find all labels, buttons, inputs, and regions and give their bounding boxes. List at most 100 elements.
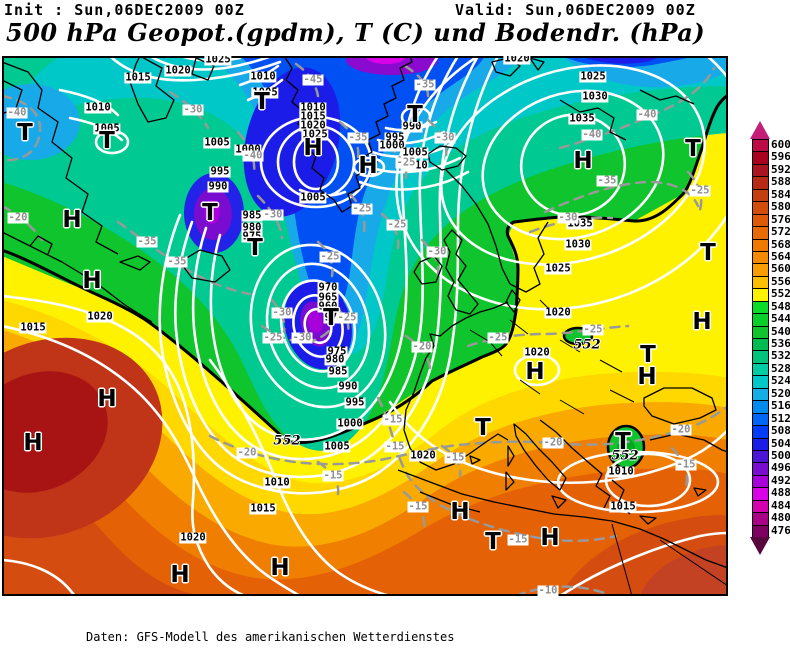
colorbar-value: 504 (771, 436, 790, 450)
isotherm-label: -30 (271, 306, 293, 319)
isobar-label: 1010 (263, 476, 291, 489)
isobar-label: 1005 (93, 122, 121, 135)
map-label-layer: 1025 1020 1015 1010 1005 1010 1005 1010 1015 1020… (2, 56, 728, 596)
isotherm-label: -30 (434, 131, 456, 144)
isotherm-label: -25 (319, 250, 341, 263)
colorbar-value: 572 (771, 225, 790, 239)
colorbar-labels: 600 596 592 588 584 580 576 572 568 564 560 556 552 5… (771, 138, 790, 537)
colorbar-value: 496 (771, 461, 790, 475)
isobar-label: 1005 (203, 136, 231, 149)
isotherm-label: -25 (395, 156, 417, 169)
map-credits: Daten: GFS-Modell des amerikanischen Wet… (86, 600, 454, 648)
isotherm-label: -35 (347, 131, 369, 144)
pressure-center-letter: H (97, 386, 117, 412)
colorbar-value: 516 (771, 399, 790, 413)
isobar-label: 1030 (564, 238, 592, 251)
colorbar-value: 476 (771, 523, 790, 537)
colorbar-value: 536 (771, 337, 790, 350)
isotherm-label: -30 (262, 208, 284, 221)
isotherm-label: -25 (262, 331, 284, 344)
isobar-label: 995 (384, 131, 406, 144)
pressure-center-letter: T (700, 240, 716, 266)
geopotential-552-label: 552 (611, 448, 639, 464)
valid-time-label: Valid: Sun,06DEC2009 00Z (455, 1, 696, 19)
isotherm-label: -15 (407, 500, 429, 513)
pressure-center-letter: H (270, 555, 290, 581)
colorbar-value: 596 (771, 150, 790, 164)
colorbar-value: 544 (771, 312, 790, 326)
isobar-label: 1005 (251, 86, 279, 99)
colorbar-value: 480 (771, 511, 790, 525)
colorbar-swatch-548 (753, 301, 768, 315)
isobar-label: 970 (317, 281, 339, 294)
pressure-center-letter: T (407, 102, 423, 128)
pressure-center-letter: T (685, 136, 701, 162)
init-time-label: Init : Sun,06DEC2009 00Z (4, 1, 245, 19)
isotherm-label: -25 (386, 218, 408, 231)
colorbar-swatch-544 (753, 314, 768, 327)
isobar-label: 1015 (609, 500, 637, 513)
isobar-label: 980 (324, 353, 346, 366)
isotherm-label: -35 (166, 255, 188, 268)
isobar-label: 1020 (179, 531, 207, 544)
isobar-label: 995 (209, 165, 231, 178)
isotherm-label: -35 (136, 235, 158, 248)
colorbar-swatch-500 (753, 450, 768, 464)
pressure-center-letter: H (450, 499, 470, 525)
isotherm-label: -30 (557, 211, 579, 224)
pressure-center-letter: H (303, 135, 323, 161)
colorbar-swatch-552 (753, 289, 768, 302)
colorbar-value: 528 (771, 361, 790, 375)
colorbar-value: 556 (771, 274, 790, 288)
colorbar-swatch-480 (753, 513, 768, 526)
colorbar-swatch-516 (753, 401, 768, 414)
colorbar-swatch-584 (753, 189, 768, 203)
colorbar-swatch-520 (753, 388, 768, 402)
isotherm-label: -30 (182, 103, 204, 116)
isotherm-label: -15 (675, 458, 697, 471)
pressure-center-letter: H (62, 207, 82, 233)
isobar-label: 1020 (164, 64, 192, 77)
colorbar-swatch-588 (753, 177, 768, 190)
isobar-label: 1020 (409, 449, 437, 462)
pressure-center-letter: H (23, 430, 43, 456)
colorbar-swatch-536 (753, 339, 768, 352)
isotherm-label: -10 (537, 584, 559, 596)
colorbar-value: 560 (771, 262, 790, 276)
isotherm-label: -15 (507, 533, 529, 546)
isotherm-label: -25 (351, 202, 373, 215)
colorbar-swatch-540 (753, 326, 768, 339)
isobar-label: 1000 (336, 417, 364, 430)
isotherm-label: -25 (689, 184, 711, 197)
isobar-label: 975 (241, 230, 263, 243)
isobar-label: 975 (323, 311, 345, 324)
isobar-label: 975 (326, 345, 348, 358)
pressure-center-letter: T (323, 305, 339, 331)
colorbar-swatch-556 (753, 276, 768, 290)
isobar-label: 1005 (401, 146, 429, 159)
isobar-label: 1020 (544, 306, 572, 319)
isotherm-label: -15 (444, 451, 466, 464)
colorbar-swatch-488 (753, 488, 768, 501)
colorbar-swatch-580 (753, 202, 768, 215)
pressure-center-letter: H (540, 525, 560, 551)
pressure-center-letter: H (525, 359, 545, 385)
colorbar-swatch-532 (753, 351, 768, 364)
isotherm-label: -25 (336, 311, 358, 324)
pressure-center-letter: H (358, 153, 378, 179)
colorbar-value: 580 (771, 200, 790, 214)
isobar-label: 1020 (503, 56, 531, 65)
isobar-label: 1010 (84, 101, 112, 114)
colorbar-value: 524 (771, 374, 790, 388)
colorbar-value: 592 (771, 162, 790, 176)
pressure-center-letter: H (692, 309, 712, 335)
colorbar-swatch-560 (753, 264, 768, 277)
pressure-center-letter: T (475, 415, 491, 441)
colorbar-value: 548 (771, 299, 790, 313)
weather-map: 1025 1020 1015 1010 1005 1010 1005 1010 1015 1020… (2, 56, 728, 596)
colorbar-value: 568 (771, 237, 790, 251)
isotherm-label: -20 (411, 340, 433, 353)
credit-source: Daten: GFS-Modell des amerikanischen Wet… (86, 630, 455, 644)
colorbar-swatch-504 (753, 438, 768, 451)
